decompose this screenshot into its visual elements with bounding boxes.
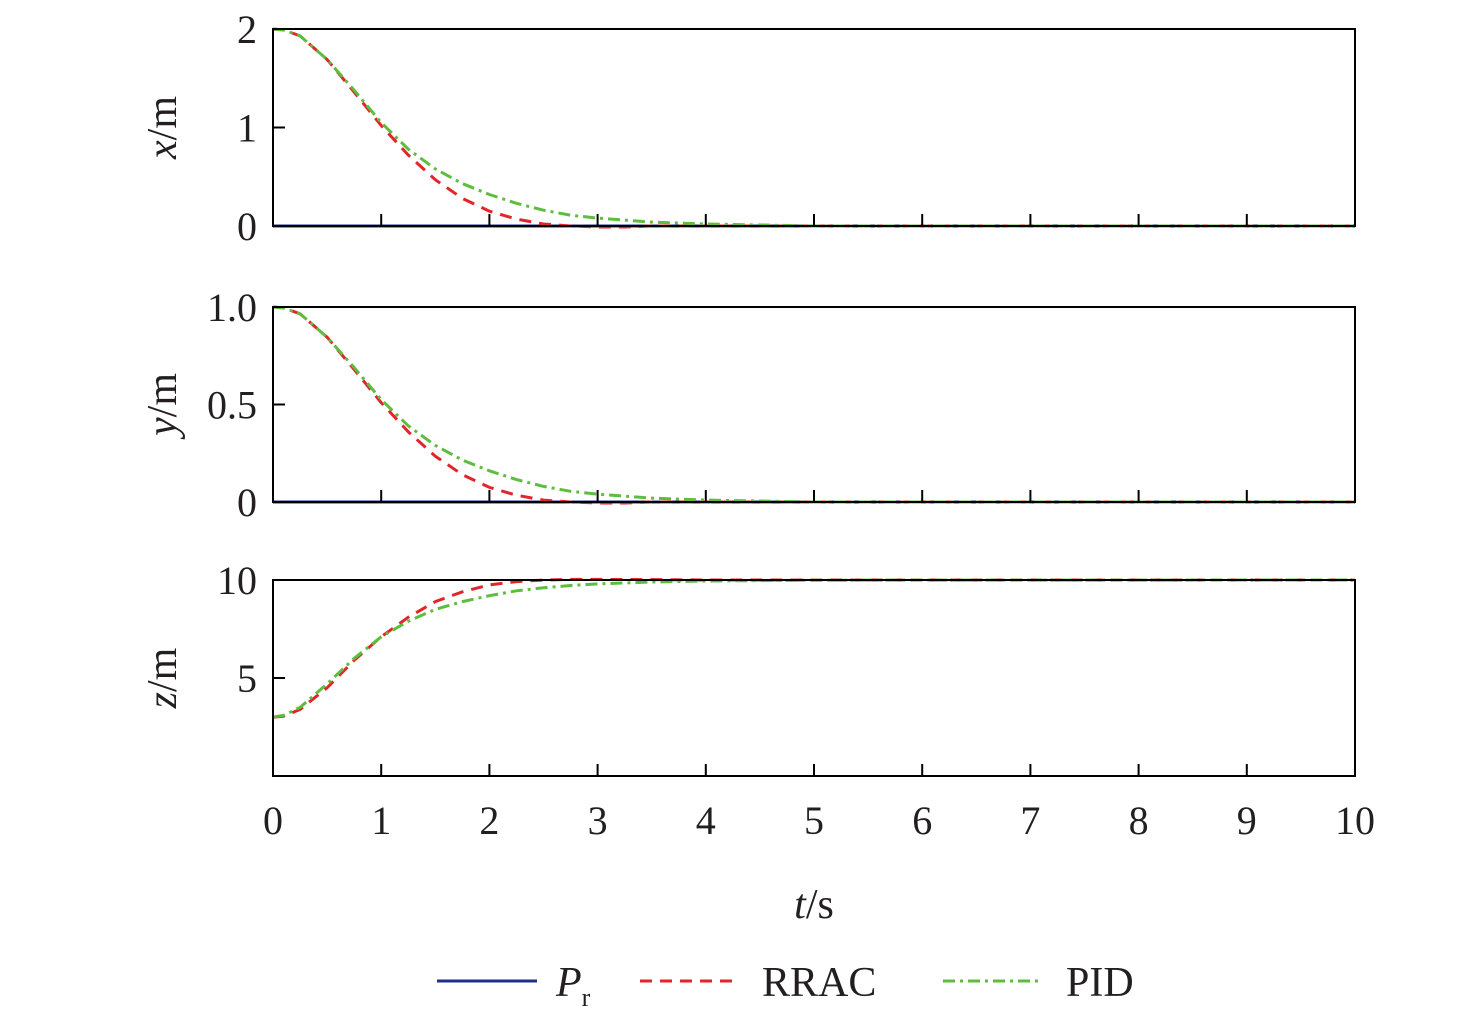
y-tick-label: 10: [217, 558, 257, 603]
legend-label-pid: PID: [1066, 960, 1134, 1006]
y-tick-label: 1.0: [207, 285, 257, 330]
y-tick-label: 0: [237, 204, 257, 249]
series-line-pid: [273, 578, 1355, 719]
y-axis-label-var: z: [140, 692, 186, 709]
x-axis-label-var: t: [794, 882, 807, 928]
subplot-stack: 0 1 2 x/m 0 0.5 1.0 y/m 5 10 z/m: [140, 7, 1356, 777]
subplot-y: 0 0.5 1.0 y/m: [140, 285, 1356, 525]
subplot-x: 0 1 2 x/m: [140, 7, 1356, 249]
x-tick-label: 1: [371, 798, 391, 843]
y-axis-label-var: y: [140, 417, 186, 440]
y-axis-label-x: x/m: [140, 96, 186, 160]
x-tick-label: 10: [1335, 798, 1375, 843]
subplot-frame: [272, 579, 1356, 777]
legend-label-rrac: RRAC: [762, 960, 876, 1006]
x-axis-label: t/s: [794, 882, 834, 928]
subplot-frame: [272, 306, 1356, 503]
y-axis-label-unit: /m: [140, 647, 186, 692]
x-tick-label: 5: [804, 798, 824, 843]
x-tick-label: 6: [912, 798, 932, 843]
y-tick-label: 0.5: [207, 383, 257, 428]
y-axis-label-y: y/m: [140, 373, 186, 440]
x-tick-label: 0: [263, 798, 283, 843]
legend-label-pr: Pr: [555, 960, 591, 1012]
series-line-pid: [273, 27, 1355, 228]
x-axis-label-unit: /s: [806, 882, 834, 928]
series-line-rrac: [273, 27, 1355, 229]
legend-label-pr-sub: r: [582, 983, 591, 1012]
series-line-rrac: [273, 577, 1355, 719]
series-line-rrac: [273, 305, 1355, 505]
x-tick-label: 7: [1020, 798, 1040, 843]
subplot-frame: [272, 28, 1356, 227]
y-axis-label-var: x: [140, 140, 186, 160]
x-tick-label: 3: [588, 798, 608, 843]
x-tick-label: 8: [1129, 798, 1149, 843]
y-tick-label: 1: [237, 106, 257, 151]
x-tick-label: 9: [1237, 798, 1257, 843]
y-axis-label-unit: /m: [140, 373, 186, 418]
y-axis-label-unit: /m: [140, 96, 186, 141]
series-line-pid: [273, 305, 1355, 504]
y-tick-label: 0: [237, 480, 257, 525]
x-axis: 0 1 2 3 4 5 6 7 8 9 10: [263, 798, 1375, 843]
subplot-z: 5 10 z/m: [140, 558, 1356, 777]
y-tick-label: 5: [237, 656, 257, 701]
legend-label-pr-main: P: [555, 960, 582, 1006]
y-tick-label: 2: [237, 7, 257, 52]
legend: Pr RRAC PID: [437, 960, 1134, 1012]
x-tick-label: 4: [696, 798, 716, 843]
x-tick-label: 2: [479, 798, 499, 843]
y-axis-label-z: z/m: [140, 647, 186, 709]
